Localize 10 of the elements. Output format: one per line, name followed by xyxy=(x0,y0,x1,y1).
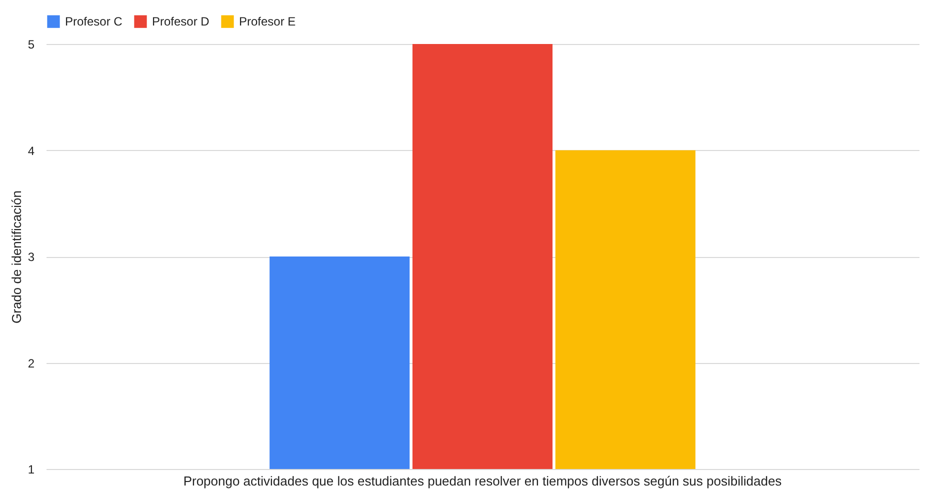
y-axis-title: Grado de identificación xyxy=(8,190,24,324)
y-tick-label: 5 xyxy=(28,38,35,52)
legend-label: Profesor C xyxy=(65,14,123,29)
y-tick-label: 2 xyxy=(28,356,35,370)
legend-label: Profesor E xyxy=(239,14,296,29)
x-tick-label: Propongo actividades que los estudiantes puedan resolver en tiempos diversos según sus posibilidades xyxy=(183,474,782,488)
y-tick-label: 4 xyxy=(28,144,35,158)
y-tick-label: 3 xyxy=(28,250,35,264)
legend-label: Profesor D xyxy=(152,14,210,29)
y-tick-label: 1 xyxy=(28,462,35,476)
